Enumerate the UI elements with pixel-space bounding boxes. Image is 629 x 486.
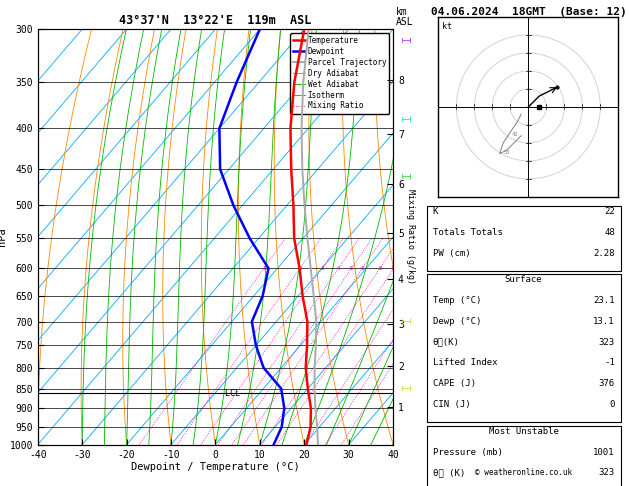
Text: PW (cm): PW (cm) bbox=[433, 249, 470, 258]
Text: Most Unstable: Most Unstable bbox=[489, 427, 559, 436]
Bar bbox=[426, 426, 621, 486]
Text: 13.1: 13.1 bbox=[593, 317, 615, 326]
Text: θᴄ(K): θᴄ(K) bbox=[433, 338, 459, 347]
Text: CAPE (J): CAPE (J) bbox=[433, 379, 476, 388]
Text: 23.1: 23.1 bbox=[593, 296, 615, 305]
Text: 1: 1 bbox=[262, 266, 265, 271]
Text: 42: 42 bbox=[512, 132, 519, 137]
Text: 376: 376 bbox=[599, 379, 615, 388]
Text: 4: 4 bbox=[337, 266, 340, 271]
Text: © weatheronline.co.uk: © weatheronline.co.uk bbox=[475, 469, 572, 477]
X-axis label: Dewpoint / Temperature (°C): Dewpoint / Temperature (°C) bbox=[131, 462, 300, 472]
Text: 48: 48 bbox=[604, 228, 615, 237]
Text: 323: 323 bbox=[599, 469, 615, 477]
Text: Lifted Index: Lifted Index bbox=[433, 359, 497, 367]
Text: CIN (J): CIN (J) bbox=[433, 400, 470, 409]
Text: 1001: 1001 bbox=[593, 448, 615, 457]
Y-axis label: Mixing Ratio (g/kg): Mixing Ratio (g/kg) bbox=[406, 190, 415, 284]
Text: 2.28: 2.28 bbox=[593, 249, 615, 258]
Text: Surface: Surface bbox=[505, 276, 542, 284]
Text: 2: 2 bbox=[298, 266, 301, 271]
Text: Pressure (mb): Pressure (mb) bbox=[433, 448, 503, 457]
Text: km
ASL: km ASL bbox=[396, 7, 414, 27]
Title: 43°37'N  13°22'E  119m  ASL: 43°37'N 13°22'E 119m ASL bbox=[120, 14, 311, 27]
Text: K: K bbox=[433, 207, 438, 216]
Text: ⊢⊣: ⊢⊣ bbox=[402, 115, 412, 124]
Text: 3: 3 bbox=[320, 266, 324, 271]
Text: 55: 55 bbox=[503, 150, 509, 155]
Bar bbox=[426, 206, 621, 271]
Text: 5: 5 bbox=[350, 266, 353, 271]
Text: θᴄ (K): θᴄ (K) bbox=[433, 469, 465, 477]
Text: Totals Totals: Totals Totals bbox=[433, 228, 503, 237]
Text: Dewp (°C): Dewp (°C) bbox=[433, 317, 481, 326]
Text: ⊢⊣: ⊢⊣ bbox=[402, 384, 412, 393]
Text: 8: 8 bbox=[378, 266, 382, 271]
Text: 22: 22 bbox=[604, 207, 615, 216]
Legend: Temperature, Dewpoint, Parcel Trajectory, Dry Adiabat, Wet Adiabat, Isotherm, Mi: Temperature, Dewpoint, Parcel Trajectory… bbox=[290, 33, 389, 114]
Text: ⊢⊣: ⊢⊣ bbox=[402, 36, 412, 45]
Text: Temp (°C): Temp (°C) bbox=[433, 296, 481, 305]
Text: ⊢⊣: ⊢⊣ bbox=[402, 317, 412, 326]
Bar bbox=[426, 274, 621, 422]
Text: 10: 10 bbox=[391, 266, 397, 271]
Y-axis label: hPa: hPa bbox=[0, 227, 6, 246]
Text: 04.06.2024  18GMT  (Base: 12): 04.06.2024 18GMT (Base: 12) bbox=[431, 7, 626, 17]
Text: 323: 323 bbox=[599, 338, 615, 347]
Text: LCL: LCL bbox=[220, 389, 240, 398]
Text: -1: -1 bbox=[604, 359, 615, 367]
Text: 6: 6 bbox=[360, 266, 364, 271]
Text: ⊢⊣: ⊢⊣ bbox=[402, 172, 412, 181]
Text: 0: 0 bbox=[610, 400, 615, 409]
Text: kt: kt bbox=[442, 22, 452, 32]
